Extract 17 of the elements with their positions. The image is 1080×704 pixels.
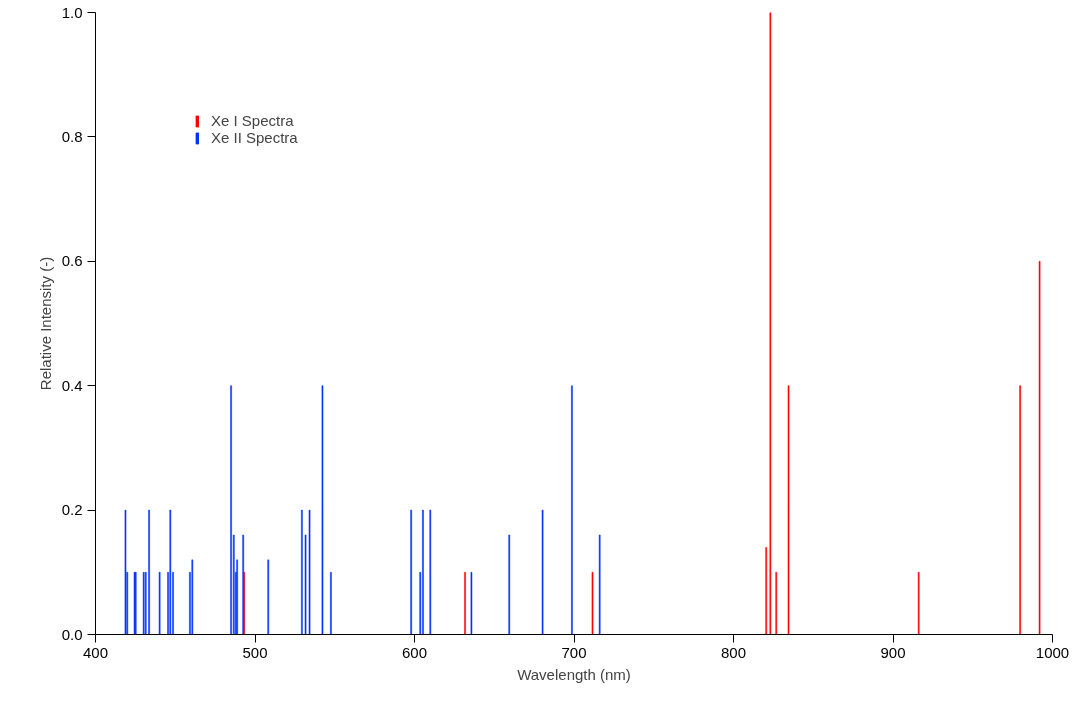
legend-label: Xe II Spectra xyxy=(211,129,298,146)
y-tick-label: 0.2 xyxy=(61,501,83,519)
y-tick-label: 0.6 xyxy=(61,252,83,270)
y-tick-label: 1.0 xyxy=(61,3,83,21)
x-tick-label: 500 xyxy=(242,643,268,661)
y-axis-title: Relative Intensity (-) xyxy=(36,256,54,391)
y-tick-label: 0.0 xyxy=(61,625,83,643)
x-tick-label: 800 xyxy=(720,643,747,661)
x-tick-label: 900 xyxy=(880,643,906,661)
x-tick-label: 1000 xyxy=(1035,643,1070,661)
y-tick-label: 0.8 xyxy=(61,127,83,145)
legend-label: Xe I Spectra xyxy=(211,112,294,129)
x-tick-label: 600 xyxy=(401,643,428,661)
x-axis-title: Wavelength (nm) xyxy=(517,665,631,683)
x-tick-label: 400 xyxy=(82,643,109,661)
x-tick-label: 700 xyxy=(561,643,587,661)
y-tick-label: 0.4 xyxy=(61,376,83,394)
